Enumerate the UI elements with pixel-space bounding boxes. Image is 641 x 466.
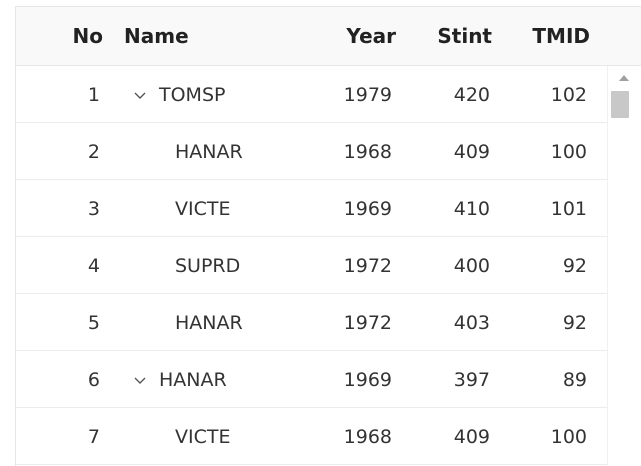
cell-no: 3 <box>87 198 100 220</box>
cell-tmid: 102 <box>550 84 587 106</box>
cell-tmid: 89 <box>562 369 587 391</box>
cell-year: 1972 <box>343 312 392 334</box>
cell-tmid: 92 <box>562 312 587 334</box>
table-row[interactable]: 5 HANAR 1972 403 92 <box>16 294 607 351</box>
cell-name: HANAR <box>175 141 243 163</box>
cell-tmid: 92 <box>562 255 587 277</box>
cell-stint: 400 <box>453 255 490 277</box>
scrollbar-thumb[interactable] <box>611 91 629 118</box>
table-row[interactable]: 1 TOMSP 1979 420 102 <box>16 66 607 123</box>
cell-year: 1972 <box>343 255 392 277</box>
table-row[interactable]: 4 SUPRD 1972 400 92 <box>16 237 607 294</box>
tree-grid: No Name Year Stint TMID 1 TOMSP 1979 420… <box>15 6 641 466</box>
cell-no: 6 <box>87 369 100 391</box>
grid-body: 1 TOMSP 1979 420 102 2 HANAR 1968 409 10… <box>16 66 607 466</box>
cell-year: 1969 <box>343 198 392 220</box>
column-header-tmid[interactable]: TMID <box>532 24 590 48</box>
cell-name: HANAR <box>159 369 227 391</box>
cell-stint: 420 <box>453 84 490 106</box>
cell-no: 1 <box>87 84 100 106</box>
cell-stint: 410 <box>453 198 490 220</box>
caret-up-icon[interactable] <box>618 73 630 83</box>
cell-no: 5 <box>87 312 100 334</box>
cell-tmid: 101 <box>550 198 587 220</box>
table-row[interactable]: 2 HANAR 1968 409 100 <box>16 123 607 180</box>
cell-stint: 397 <box>453 369 490 391</box>
cell-stint: 403 <box>453 312 490 334</box>
cell-name: HANAR <box>175 312 243 334</box>
cell-no: 7 <box>87 426 100 448</box>
cell-name: TOMSP <box>159 84 226 106</box>
cell-tmid: 100 <box>550 141 587 163</box>
cell-tmid: 100 <box>550 426 587 448</box>
cell-year: 1969 <box>343 369 392 391</box>
vertical-scrollbar[interactable] <box>607 66 641 466</box>
chevron-down-icon[interactable] <box>133 88 147 102</box>
column-header-name[interactable]: Name <box>124 24 189 48</box>
cell-year: 1979 <box>343 84 392 106</box>
column-header-no[interactable]: No <box>72 24 103 48</box>
cell-name: VICTE <box>175 426 231 448</box>
table-row[interactable]: 6 HANAR 1969 397 89 <box>16 351 607 408</box>
column-header-stint[interactable]: Stint <box>437 24 492 48</box>
table-row[interactable]: 3 VICTE 1969 410 101 <box>16 180 607 237</box>
chevron-down-icon[interactable] <box>133 373 147 387</box>
cell-year: 1968 <box>343 426 392 448</box>
cell-no: 2 <box>87 141 100 163</box>
cell-year: 1968 <box>343 141 392 163</box>
cell-name: VICTE <box>175 198 231 220</box>
column-header-year[interactable]: Year <box>346 24 396 48</box>
cell-stint: 409 <box>453 141 490 163</box>
grid-header: No Name Year Stint TMID <box>16 7 641 66</box>
table-row[interactable]: 7 VICTE 1968 409 100 <box>16 408 607 465</box>
cell-no: 4 <box>87 255 100 277</box>
cell-name: SUPRD <box>175 255 241 277</box>
cell-stint: 409 <box>453 426 490 448</box>
